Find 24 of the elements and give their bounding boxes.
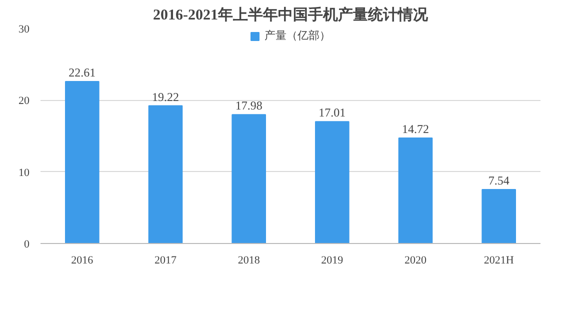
x-tick-label: 2018 — [238, 254, 260, 266]
bar — [482, 188, 516, 244]
x-tick-label: 2019 — [321, 254, 344, 266]
data-label: 17.98 — [235, 98, 262, 113]
x-tick-label: 2020 — [404, 254, 427, 266]
bar — [65, 80, 100, 244]
data-label: 19.22 — [152, 90, 179, 104]
bar — [232, 114, 266, 244]
bar — [148, 105, 183, 244]
bar — [315, 121, 350, 244]
y-tick-label: 30 — [18, 24, 30, 36]
data-label: 7.54 — [488, 173, 510, 188]
data-label: 14.72 — [402, 122, 429, 136]
data-label: 22.61 — [68, 65, 96, 80]
chart-title: 2016-2021年上半年中国手机产量统计情况 — [153, 6, 429, 24]
legend-label: 产量（亿部） — [264, 28, 330, 43]
x-tick-label: 2016 — [71, 254, 94, 266]
x-tick-label: 2017 — [154, 254, 177, 266]
x-tick-label: 2021H — [484, 254, 514, 266]
y-tick-label: 10 — [18, 166, 30, 179]
data-label: 17.01 — [318, 106, 346, 120]
y-tick-label: 20 — [18, 95, 30, 108]
y-tick-label: 0 — [24, 238, 30, 250]
bar — [398, 138, 433, 244]
